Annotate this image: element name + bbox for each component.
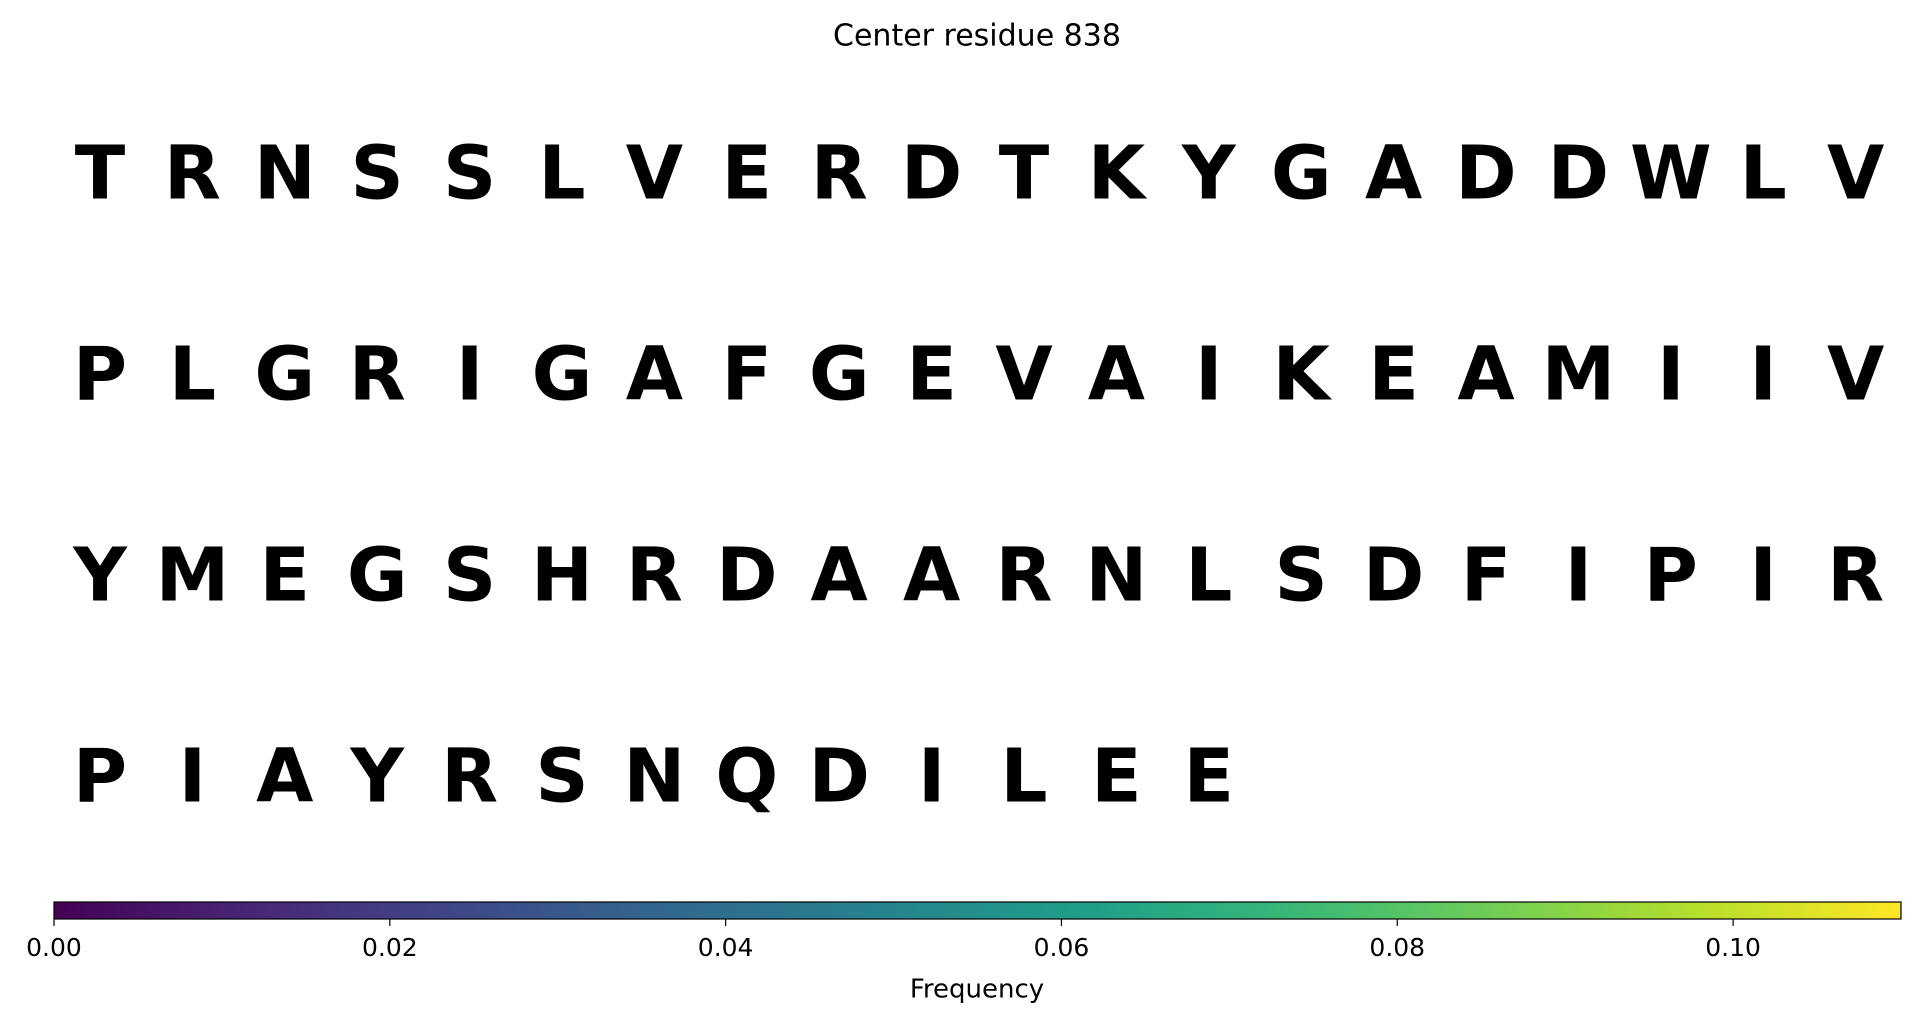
residue-letter: D [1363, 533, 1424, 619]
residue-letter: K [1273, 332, 1333, 418]
residue-letter: G [532, 332, 593, 418]
residue-letter: S [1275, 533, 1328, 619]
residue-letter: I [1749, 533, 1777, 619]
residue-letter: F [1461, 533, 1512, 619]
residue-letter: N [623, 734, 685, 820]
residue-letter: E [1184, 734, 1235, 820]
residue-letter: R [441, 734, 498, 820]
residue-letter: L [1740, 131, 1787, 217]
residue-letter: A [626, 332, 683, 418]
residue-letter: G [347, 533, 408, 619]
residue-letter: G [1271, 131, 1332, 217]
residue-letter: R [164, 131, 221, 217]
residue-letter: S [351, 131, 404, 217]
residue-letter: D [1455, 131, 1516, 217]
residue-letter: R [811, 131, 868, 217]
residue-letter: S [443, 131, 496, 217]
colorbar [53, 901, 1902, 920]
colorbar-tick-label: 0.10 [1705, 933, 1761, 962]
residue-letter: R [626, 533, 683, 619]
residue-letter: D [901, 131, 962, 217]
residue-letter: I [1195, 332, 1223, 418]
residue-letter: E [906, 332, 957, 418]
residue-letter: I [1565, 533, 1593, 619]
colorbar-tick-label: 0.06 [1034, 933, 1090, 962]
residue-letter: Y [349, 734, 405, 820]
residue-letter: N [254, 131, 316, 217]
colorbar-tick-label: 0.08 [1369, 933, 1425, 962]
chart-title: Center residue 838 [833, 19, 1121, 54]
residue-letter: A [1457, 332, 1514, 418]
residue-letter: Q [715, 734, 778, 820]
residue-letter: V [1827, 131, 1884, 217]
residue-letter: L [538, 131, 585, 217]
residue-letter: P [73, 332, 127, 418]
residue-letter: A [903, 533, 960, 619]
residue-letter: R [1827, 533, 1884, 619]
residue-letter: I [179, 734, 207, 820]
residue-letter: A [1365, 131, 1422, 217]
residue-letter: M [1542, 332, 1616, 418]
residue-letter: Y [1181, 131, 1237, 217]
residue-letter: V [1827, 332, 1884, 418]
residue-letter: E [722, 131, 773, 217]
residue-letter: E [260, 533, 311, 619]
residue-letter: L [1000, 734, 1047, 820]
residue-letter: L [1185, 533, 1232, 619]
residue-letter: P [73, 734, 127, 820]
residue-letter: S [443, 533, 496, 619]
colorbar-tick-label: 0.04 [698, 933, 754, 962]
residue-letter: V [626, 131, 683, 217]
colorbar-label: Frequency [910, 975, 1044, 1005]
residue-letter: G [254, 332, 315, 418]
residue-letter: F [722, 332, 773, 418]
residue-letter: W [1630, 131, 1712, 217]
residue-letter: T [999, 131, 1050, 217]
residue-letter: T [75, 131, 126, 217]
residue-letter: E [1091, 734, 1142, 820]
residue-letter: G [809, 332, 870, 418]
residue-letter: Y [72, 533, 128, 619]
residue-letter: D [808, 734, 869, 820]
residue-letter: E [1368, 332, 1419, 418]
residue-letter: S [535, 734, 588, 820]
residue-letter: L [169, 332, 216, 418]
residue-letter: A [811, 533, 868, 619]
residue-letter: R [996, 533, 1053, 619]
residue-letter: N [1085, 533, 1147, 619]
residue-letter: I [1657, 332, 1685, 418]
residue-letter: I [1749, 332, 1777, 418]
colorbar-tick-label: 0.00 [26, 933, 82, 962]
residue-letter: H [531, 533, 593, 619]
residue-letter: D [716, 533, 777, 619]
residue-letter: A [1088, 332, 1145, 418]
residue-letter: D [1548, 131, 1609, 217]
colorbar-tick-label: 0.02 [362, 933, 418, 962]
residue-letter: M [156, 533, 230, 619]
residue-letter: I [918, 734, 946, 820]
residue-letter: R [349, 332, 406, 418]
residue-letter: I [456, 332, 484, 418]
residue-letter: V [995, 332, 1052, 418]
residue-letter: K [1088, 131, 1148, 217]
residue-letter: A [256, 734, 313, 820]
residue-letter: P [1644, 533, 1698, 619]
